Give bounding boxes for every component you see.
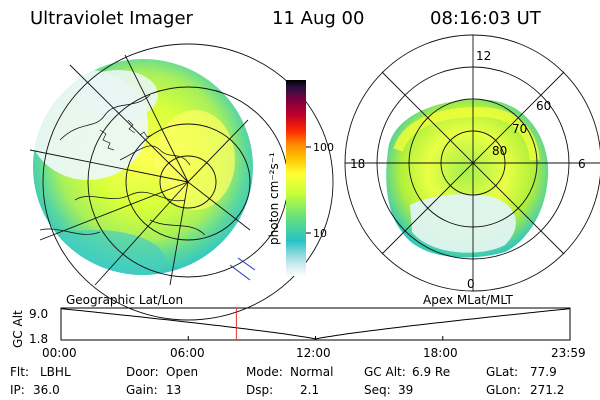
altitude-curve (60, 308, 571, 340)
terminator-line (237, 257, 256, 271)
instrument-info: Flt: LBHL IP: 36.0 Door: Open Gain: 13 M… (10, 365, 564, 397)
dsp-label: Dsp: (246, 383, 273, 397)
polar-cap-dim (410, 194, 516, 253)
ip-label: IP: (10, 383, 25, 397)
seq-value: 39 (398, 383, 413, 397)
gain-value: 13 (166, 383, 181, 397)
bright-region-2 (78, 70, 158, 120)
meridian (187, 181, 251, 231)
seq-label: Seq: (364, 383, 391, 397)
color-scale-label: photon cm⁻²s⁻¹ (267, 152, 281, 245)
color-scale-tick-100: 100 (313, 141, 334, 154)
glat-value: 77.9 (530, 365, 557, 379)
altitude-xtick-0600: 06:00 (170, 346, 205, 360)
meridian (69, 64, 189, 183)
meridian (94, 181, 189, 286)
mode-value: Normal (290, 365, 333, 379)
gcalt-value: 6.9 Re (412, 365, 450, 379)
color-scale: 100 10 photon cm⁻²s⁻¹ (267, 80, 334, 276)
mlt-label-18: 18 (350, 157, 365, 171)
door-value: Open (166, 365, 198, 379)
color-scale-bar (286, 80, 306, 276)
lat-circle-50 (42, 43, 334, 321)
door-label: Door: (126, 365, 159, 379)
magnetic-polar-map: 12 18 6 0 60 70 80 (344, 34, 600, 292)
mlat-label-80: 80 (492, 144, 507, 158)
mode-label: Mode: (246, 365, 283, 379)
glon-value: 271.2 (530, 383, 564, 397)
dim-region (33, 230, 165, 275)
meridian (169, 181, 189, 286)
lat-circle-80 (159, 155, 217, 209)
meridian (187, 119, 249, 183)
mlt-label-6: 6 (578, 157, 586, 171)
terminator-line (229, 264, 251, 281)
mlat-label-60: 60 (536, 99, 551, 113)
gcalt-label: GC Alt: (364, 365, 406, 379)
glat-label: GLat: (486, 365, 518, 379)
altitude-xtick-1200: 12:00 (296, 346, 331, 360)
meridian (39, 181, 189, 241)
apex-caption: Apex MLat/MLT (423, 293, 513, 307)
glon-label: GLon: (486, 383, 521, 397)
mlt-label-0: 0 (467, 277, 475, 291)
coastline (39, 94, 206, 236)
altitude-xtick-1800: 18:00 (423, 346, 458, 360)
mlat-label-70: 70 (512, 122, 527, 136)
geographic-map (29, 43, 334, 321)
mlt-label-12: 12 (476, 49, 491, 63)
meridian (29, 149, 189, 183)
altitude-x-ticks (60, 336, 571, 340)
oval-bright-arc (393, 106, 540, 161)
altitude-plot: GC Alt 9.0 1.8 00:00 06:00 12:00 18:00 2… (11, 307, 586, 360)
image-time: 08:16:03 UT (430, 8, 541, 29)
mlt-line (381, 71, 565, 255)
color-scale-tick-10: 10 (313, 227, 327, 240)
app-title: Ultraviolet Imager (30, 8, 193, 29)
altitude-ylabel: GC Alt (11, 310, 25, 348)
flt-label: Flt: (10, 365, 29, 379)
gain-label: Gain: (126, 383, 158, 397)
ip-value: 36.0 (33, 383, 60, 397)
altitude-plot-frame (60, 307, 571, 341)
meridian (124, 54, 189, 183)
dsp-value: 2.1 (300, 383, 319, 397)
bright-center (155, 110, 235, 210)
altitude-ytick-max: 9.0 (29, 307, 48, 321)
geographic-caption: Geographic Lat/Lon (66, 293, 183, 307)
flt-value: LBHL (40, 365, 71, 379)
altitude-xtick-2359: 23:59 (551, 346, 586, 360)
altitude-ytick-min: 1.8 (29, 332, 48, 346)
altitude-xtick-0000: 00:00 (42, 346, 77, 360)
image-date: 11 Aug 00 (272, 8, 365, 29)
lat-circle-70 (125, 123, 251, 241)
